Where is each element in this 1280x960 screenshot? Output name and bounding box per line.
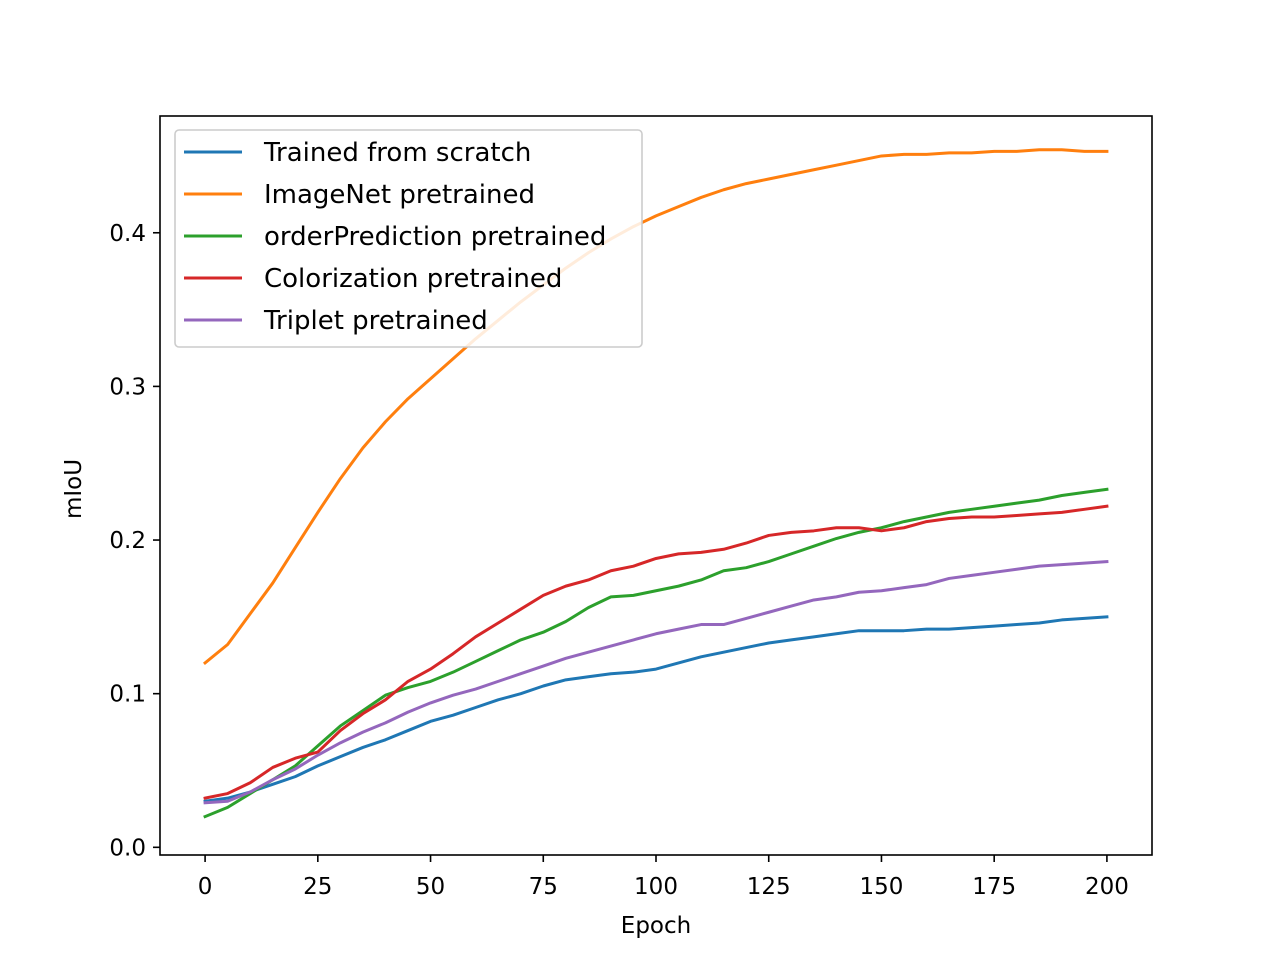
x-axis: 0 25 50 75 100 125 150 175 200: [198, 855, 1129, 900]
series-layer: [202, 148, 1109, 819]
x-axis-title: Epoch: [621, 913, 691, 939]
series-line-1: [203, 615, 1109, 803]
y-tick-label: 0.0: [109, 835, 146, 861]
x-tick-label: 25: [303, 874, 332, 900]
y-tick-label: 0.2: [109, 528, 146, 554]
x-tick-label: 0: [198, 874, 213, 900]
legend-label: orderPrediction pretrained: [264, 222, 606, 252]
legend-box: [174, 129, 643, 348]
x-tick-label: 150: [860, 874, 904, 900]
series-line-3: [203, 487, 1109, 819]
legend: Trained from scratch ImageNet pretrained o…: [174, 129, 643, 348]
legend-label: ImageNet pretrained: [264, 180, 535, 210]
series-line-2: [202, 148, 1109, 666]
x-tick-label: 100: [634, 874, 678, 900]
legend-label: Triplet pretrained: [263, 306, 488, 336]
x-tick-label: 50: [416, 874, 445, 900]
y-axis: 0.0 0.1 0.2 0.3 0.4: [109, 221, 160, 861]
series-line-4: [203, 504, 1109, 800]
x-tick-label: 175: [972, 874, 1016, 900]
y-tick-label: 0.4: [109, 221, 146, 247]
x-tick-label: 200: [1085, 874, 1129, 900]
series-line-5: [203, 559, 1109, 805]
y-tick-label: 0.1: [109, 682, 146, 708]
x-tick-label: 75: [529, 874, 558, 900]
x-tick-label: 125: [747, 874, 791, 900]
y-axis-title: mIoU: [61, 459, 87, 519]
y-tick-label: 0.3: [109, 374, 146, 400]
legend-label: Trained from scratch: [263, 138, 531, 168]
legend-label: Colorization pretrained: [264, 264, 562, 294]
